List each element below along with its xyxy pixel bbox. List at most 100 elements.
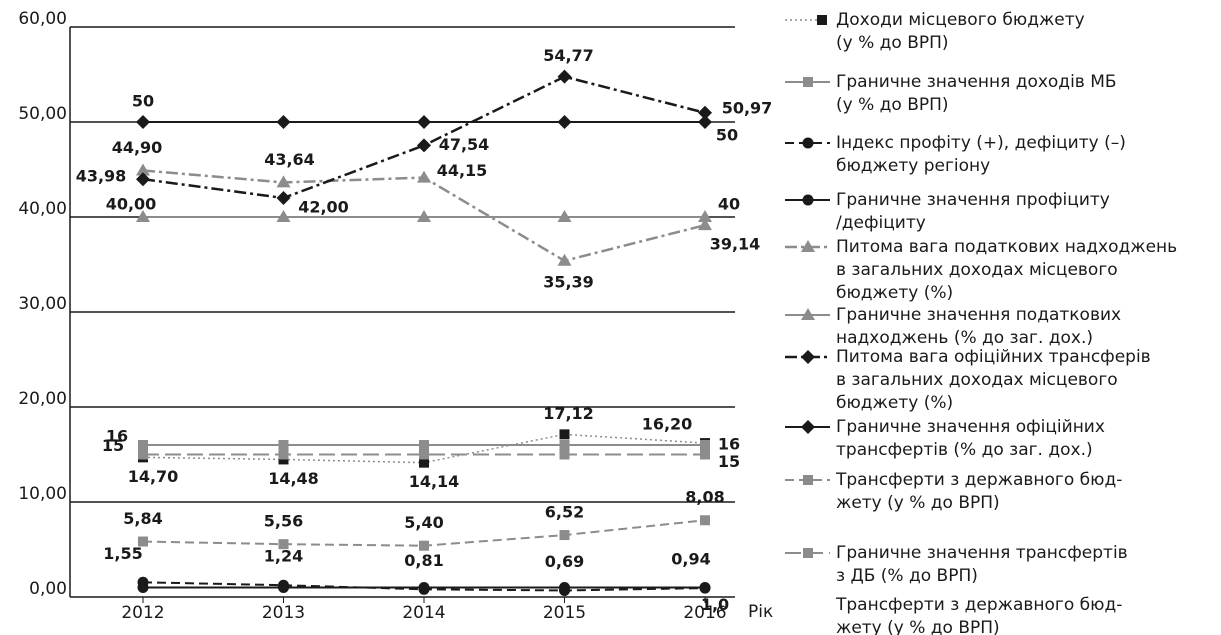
data-label: 50 [716, 126, 738, 145]
legend-entry: Індекс профіту (+), дефіциту (–) бюджету … [836, 133, 1126, 176]
data-label: 17,12 [543, 404, 594, 423]
legend-marker [817, 15, 827, 25]
data-point [417, 210, 431, 222]
data-label: 8,08 [685, 488, 724, 507]
data-label: 42,00 [298, 198, 349, 217]
data-point [137, 582, 149, 593]
data-point [417, 138, 431, 153]
legend-marker [803, 475, 813, 485]
data-label: 0,69 [545, 552, 584, 571]
data-label: 44,90 [112, 138, 163, 157]
data-point [278, 440, 289, 450]
y-tick-label: 60,00 [18, 9, 67, 29]
data-label: 40 [718, 195, 740, 214]
data-point [276, 210, 291, 222]
data-label: 0,81 [404, 551, 443, 570]
data-point [136, 172, 150, 187]
legend-marker [803, 77, 813, 87]
legend-entry: Питома вага офіційних трансферів в загаль… [836, 347, 1151, 413]
data-label: 5,84 [123, 509, 162, 528]
legend-marker [801, 240, 815, 252]
data-point [699, 582, 711, 593]
data-point [136, 115, 150, 129]
data-label: 16,20 [642, 415, 693, 434]
data-point [698, 115, 712, 129]
data-point [700, 515, 710, 526]
x-tick-label: 2016 [683, 603, 726, 623]
x-tick-label: 2014 [402, 603, 445, 623]
x-tick-label: 2012 [121, 603, 164, 623]
data-point [419, 449, 429, 460]
data-point [700, 449, 710, 460]
data-point [559, 530, 570, 541]
data-label: 1,55 [103, 544, 142, 563]
data-point [276, 115, 291, 129]
series-line [142, 75, 706, 200]
legend-entry: Доходи місцевого бюджету (у % до ВРП) [836, 10, 1085, 53]
data-point [138, 440, 148, 450]
data-label: 50 [132, 92, 154, 111]
legend-entry: Граничне значення податкових надходжень (… [836, 305, 1121, 348]
data-point [419, 457, 429, 468]
data-label: 44,15 [437, 161, 488, 180]
data-point [557, 210, 572, 222]
data-label: 54,77 [543, 46, 594, 65]
legend-marker [801, 350, 815, 364]
data-label: 43,98 [76, 167, 127, 186]
data-label: 16 [106, 427, 128, 446]
data-point [559, 582, 570, 593]
data-label: 14,48 [268, 469, 319, 488]
data-point [276, 175, 291, 188]
data-point [138, 449, 148, 460]
data-label: 14,14 [409, 472, 460, 491]
data-point [278, 582, 289, 593]
data-label: 14,70 [128, 467, 179, 486]
legend-entry: Граничне значення офіційних трансфертів (… [836, 417, 1105, 460]
x-tick-label: 2015 [543, 603, 586, 623]
data-point [557, 253, 572, 266]
data-label: 39,14 [710, 235, 761, 254]
data-point [700, 440, 710, 450]
data-point [417, 170, 431, 183]
data-point [417, 115, 431, 129]
y-tick-label: 40,00 [18, 199, 67, 219]
data-point [419, 440, 429, 450]
data-point [138, 536, 148, 547]
data-point [559, 440, 570, 450]
data-point [136, 163, 150, 176]
data-label: 6,52 [545, 503, 584, 522]
data-label: 1,24 [264, 547, 303, 566]
data-label: 35,39 [543, 272, 594, 291]
data-point [557, 115, 572, 129]
data-point [559, 429, 570, 440]
data-point [698, 210, 712, 222]
y-tick-label: 20,00 [18, 389, 67, 409]
legend-marker [802, 137, 814, 149]
data-label: 50,97 [722, 98, 773, 117]
y-tick-label: 50,00 [18, 104, 67, 124]
x-tick-label: 2013 [262, 603, 305, 623]
data-point [278, 449, 289, 460]
data-point [559, 449, 570, 460]
legend-entry: Граничне значення профіциту/дефіциту [836, 190, 1110, 233]
data-point [419, 540, 429, 551]
data-label: 15 [102, 436, 124, 455]
legend-entry: Граничне значення доходів МБ (у % до ВРП) [836, 72, 1117, 115]
y-tick-label: 10,00 [18, 484, 67, 504]
data-label: 47,54 [439, 135, 490, 154]
data-point [557, 69, 572, 84]
legend-marker [801, 308, 815, 320]
data-point [698, 218, 712, 231]
data-point [698, 105, 712, 120]
data-label: 40,00 [106, 195, 157, 214]
data-label: 43,64 [264, 150, 315, 169]
data-label: 1,0 [701, 595, 729, 614]
legend-note: Трансферти з державного бюд-жету (у % до… [835, 595, 1122, 635]
y-tick-label: 0,00 [29, 579, 67, 599]
y-tick-label: 30,00 [18, 294, 67, 314]
data-label: 16 [718, 435, 740, 454]
data-point [418, 582, 430, 593]
legend-marker [801, 420, 815, 434]
x-axis-label: Рік [748, 602, 773, 622]
